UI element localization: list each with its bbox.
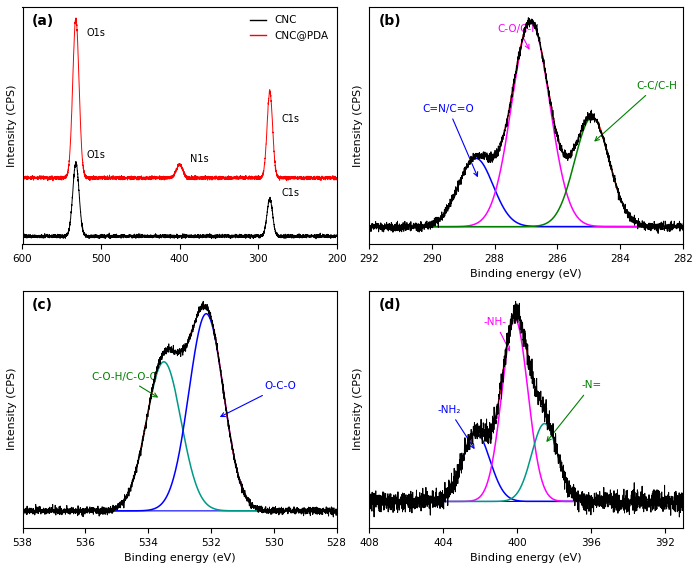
Text: O-C-O: O-C-O — [220, 381, 296, 417]
Text: N1s: N1s — [190, 154, 209, 164]
Text: C-C/C-H: C-C/C-H — [595, 81, 677, 141]
Text: (d): (d) — [379, 298, 401, 312]
Text: (b): (b) — [379, 14, 401, 28]
Text: -N=: -N= — [547, 380, 602, 441]
Text: C-O/C-N: C-O/C-N — [498, 24, 540, 49]
Y-axis label: Intensity (CPS): Intensity (CPS) — [354, 84, 363, 167]
Text: O1s: O1s — [86, 150, 105, 160]
Y-axis label: Intensity (CPS): Intensity (CPS) — [354, 368, 363, 450]
Text: C1s: C1s — [281, 189, 300, 198]
Legend: CNC, CNC@PDA: CNC, CNC@PDA — [247, 12, 331, 44]
Text: C-O-H/C-O-C: C-O-H/C-O-C — [92, 372, 158, 397]
Y-axis label: Intensity (CPS): Intensity (CPS) — [7, 84, 17, 167]
Text: C=N/C=O: C=N/C=O — [422, 104, 477, 176]
X-axis label: Binding energy (eV): Binding energy (eV) — [124, 553, 235, 563]
X-axis label: Binding energy (eV): Binding energy (eV) — [470, 553, 582, 563]
Text: (c): (c) — [32, 298, 53, 312]
Text: -NH₂: -NH₂ — [438, 405, 474, 448]
Text: (a): (a) — [32, 14, 54, 28]
Text: C1s: C1s — [281, 114, 300, 124]
Y-axis label: Intensity (CPS): Intensity (CPS) — [7, 368, 17, 450]
Text: O1s: O1s — [86, 28, 105, 38]
Text: -NH-: -NH- — [484, 317, 510, 351]
X-axis label: Binding energy (eV): Binding energy (eV) — [470, 270, 582, 279]
